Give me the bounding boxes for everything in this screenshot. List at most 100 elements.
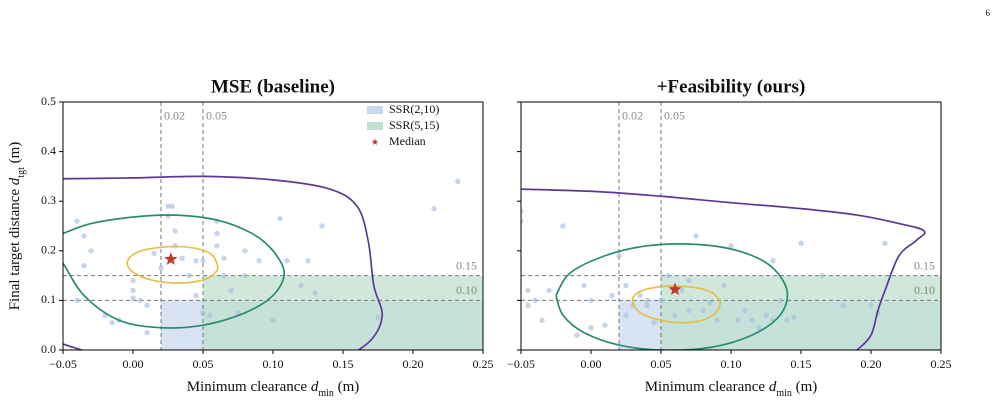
point	[193, 292, 199, 299]
point	[242, 248, 248, 254]
point	[539, 317, 545, 323]
point	[193, 258, 199, 264]
point	[714, 317, 720, 323]
x-tick-label: 0.10	[263, 357, 284, 371]
chart-title: +Feasibility (ours)	[657, 76, 806, 97]
point	[277, 215, 283, 222]
threshold-label: 0.15	[914, 258, 935, 272]
point	[228, 287, 234, 294]
x-tick-label: 0.00	[123, 357, 144, 371]
point	[298, 282, 304, 289]
contour	[63, 214, 286, 329]
point	[172, 228, 178, 234]
point	[319, 223, 325, 229]
label-part: Final target distance	[7, 185, 23, 310]
point	[651, 320, 657, 326]
point	[693, 233, 699, 239]
point	[375, 315, 381, 321]
legend-swatch	[367, 106, 383, 114]
point	[791, 315, 797, 321]
axis-label: Final target distance dtgt (m)	[7, 142, 26, 311]
point	[305, 258, 311, 264]
point	[728, 243, 734, 249]
point	[644, 297, 650, 304]
point	[221, 272, 227, 279]
threshold-label: 0.10	[914, 283, 935, 297]
point	[165, 203, 171, 209]
y-tick-label: 0.3	[41, 193, 56, 207]
point	[735, 317, 741, 323]
axis-label: Minimum clearance dmin (m)	[187, 379, 360, 398]
contour	[521, 188, 926, 350]
point	[284, 258, 290, 264]
point	[151, 250, 157, 256]
label-part: (m)	[334, 379, 359, 395]
threshold-label: 0.05	[206, 109, 227, 123]
contour	[63, 343, 86, 350]
point	[130, 287, 136, 294]
point	[455, 178, 461, 185]
point	[623, 282, 629, 289]
point	[81, 262, 87, 269]
point	[749, 317, 755, 323]
point	[81, 233, 87, 239]
legend-star	[371, 138, 379, 145]
point	[686, 307, 692, 314]
point	[868, 302, 874, 309]
x-tick-label: 0.00	[581, 357, 602, 371]
point	[588, 297, 594, 304]
point	[74, 297, 80, 304]
x-tick-label: 0.10	[721, 357, 742, 371]
point	[777, 297, 783, 304]
x-tick-label: 0.15	[333, 357, 354, 371]
x-tick-label: 0.20	[861, 357, 882, 371]
point	[109, 320, 115, 326]
label-part: (m)	[792, 379, 817, 395]
threshold-label: 0.02	[622, 109, 643, 123]
point	[214, 243, 220, 249]
chart-title: MSE (baseline)	[211, 76, 335, 97]
legend-swatch	[367, 122, 383, 130]
y-tick-label: 0.0	[41, 342, 56, 356]
y-tick-label: 0.1	[41, 292, 56, 306]
label-part: Minimum clearance	[187, 379, 311, 395]
point	[616, 253, 622, 259]
point	[158, 265, 164, 271]
point	[270, 317, 276, 323]
point	[588, 324, 594, 331]
point	[700, 307, 706, 314]
x-tick-label: 0.25	[473, 357, 494, 371]
point	[560, 223, 566, 229]
point	[169, 203, 175, 209]
median-star	[164, 252, 178, 265]
point	[581, 282, 587, 289]
plot-area	[63, 102, 483, 350]
axis-label: Minimum clearance dmin (m)	[645, 379, 818, 398]
point	[242, 272, 248, 279]
point	[609, 292, 615, 299]
point	[721, 282, 727, 289]
point	[130, 295, 136, 301]
point	[840, 302, 846, 309]
point	[763, 312, 769, 318]
contour	[555, 243, 789, 350]
point	[312, 290, 318, 296]
plot-area	[521, 102, 941, 350]
point	[672, 312, 678, 318]
label-part: d	[769, 379, 777, 395]
point	[235, 310, 241, 316]
point	[521, 208, 524, 214]
point	[637, 292, 643, 299]
point	[525, 287, 531, 294]
point	[623, 312, 629, 318]
point	[186, 272, 192, 279]
point	[686, 277, 692, 284]
point	[798, 240, 804, 247]
point	[679, 287, 685, 294]
point	[179, 255, 185, 261]
contour	[631, 285, 722, 324]
point	[221, 255, 227, 261]
y-tick-label: 0.2	[41, 243, 56, 257]
point	[137, 297, 143, 304]
threshold-label: 0.15	[456, 258, 477, 272]
